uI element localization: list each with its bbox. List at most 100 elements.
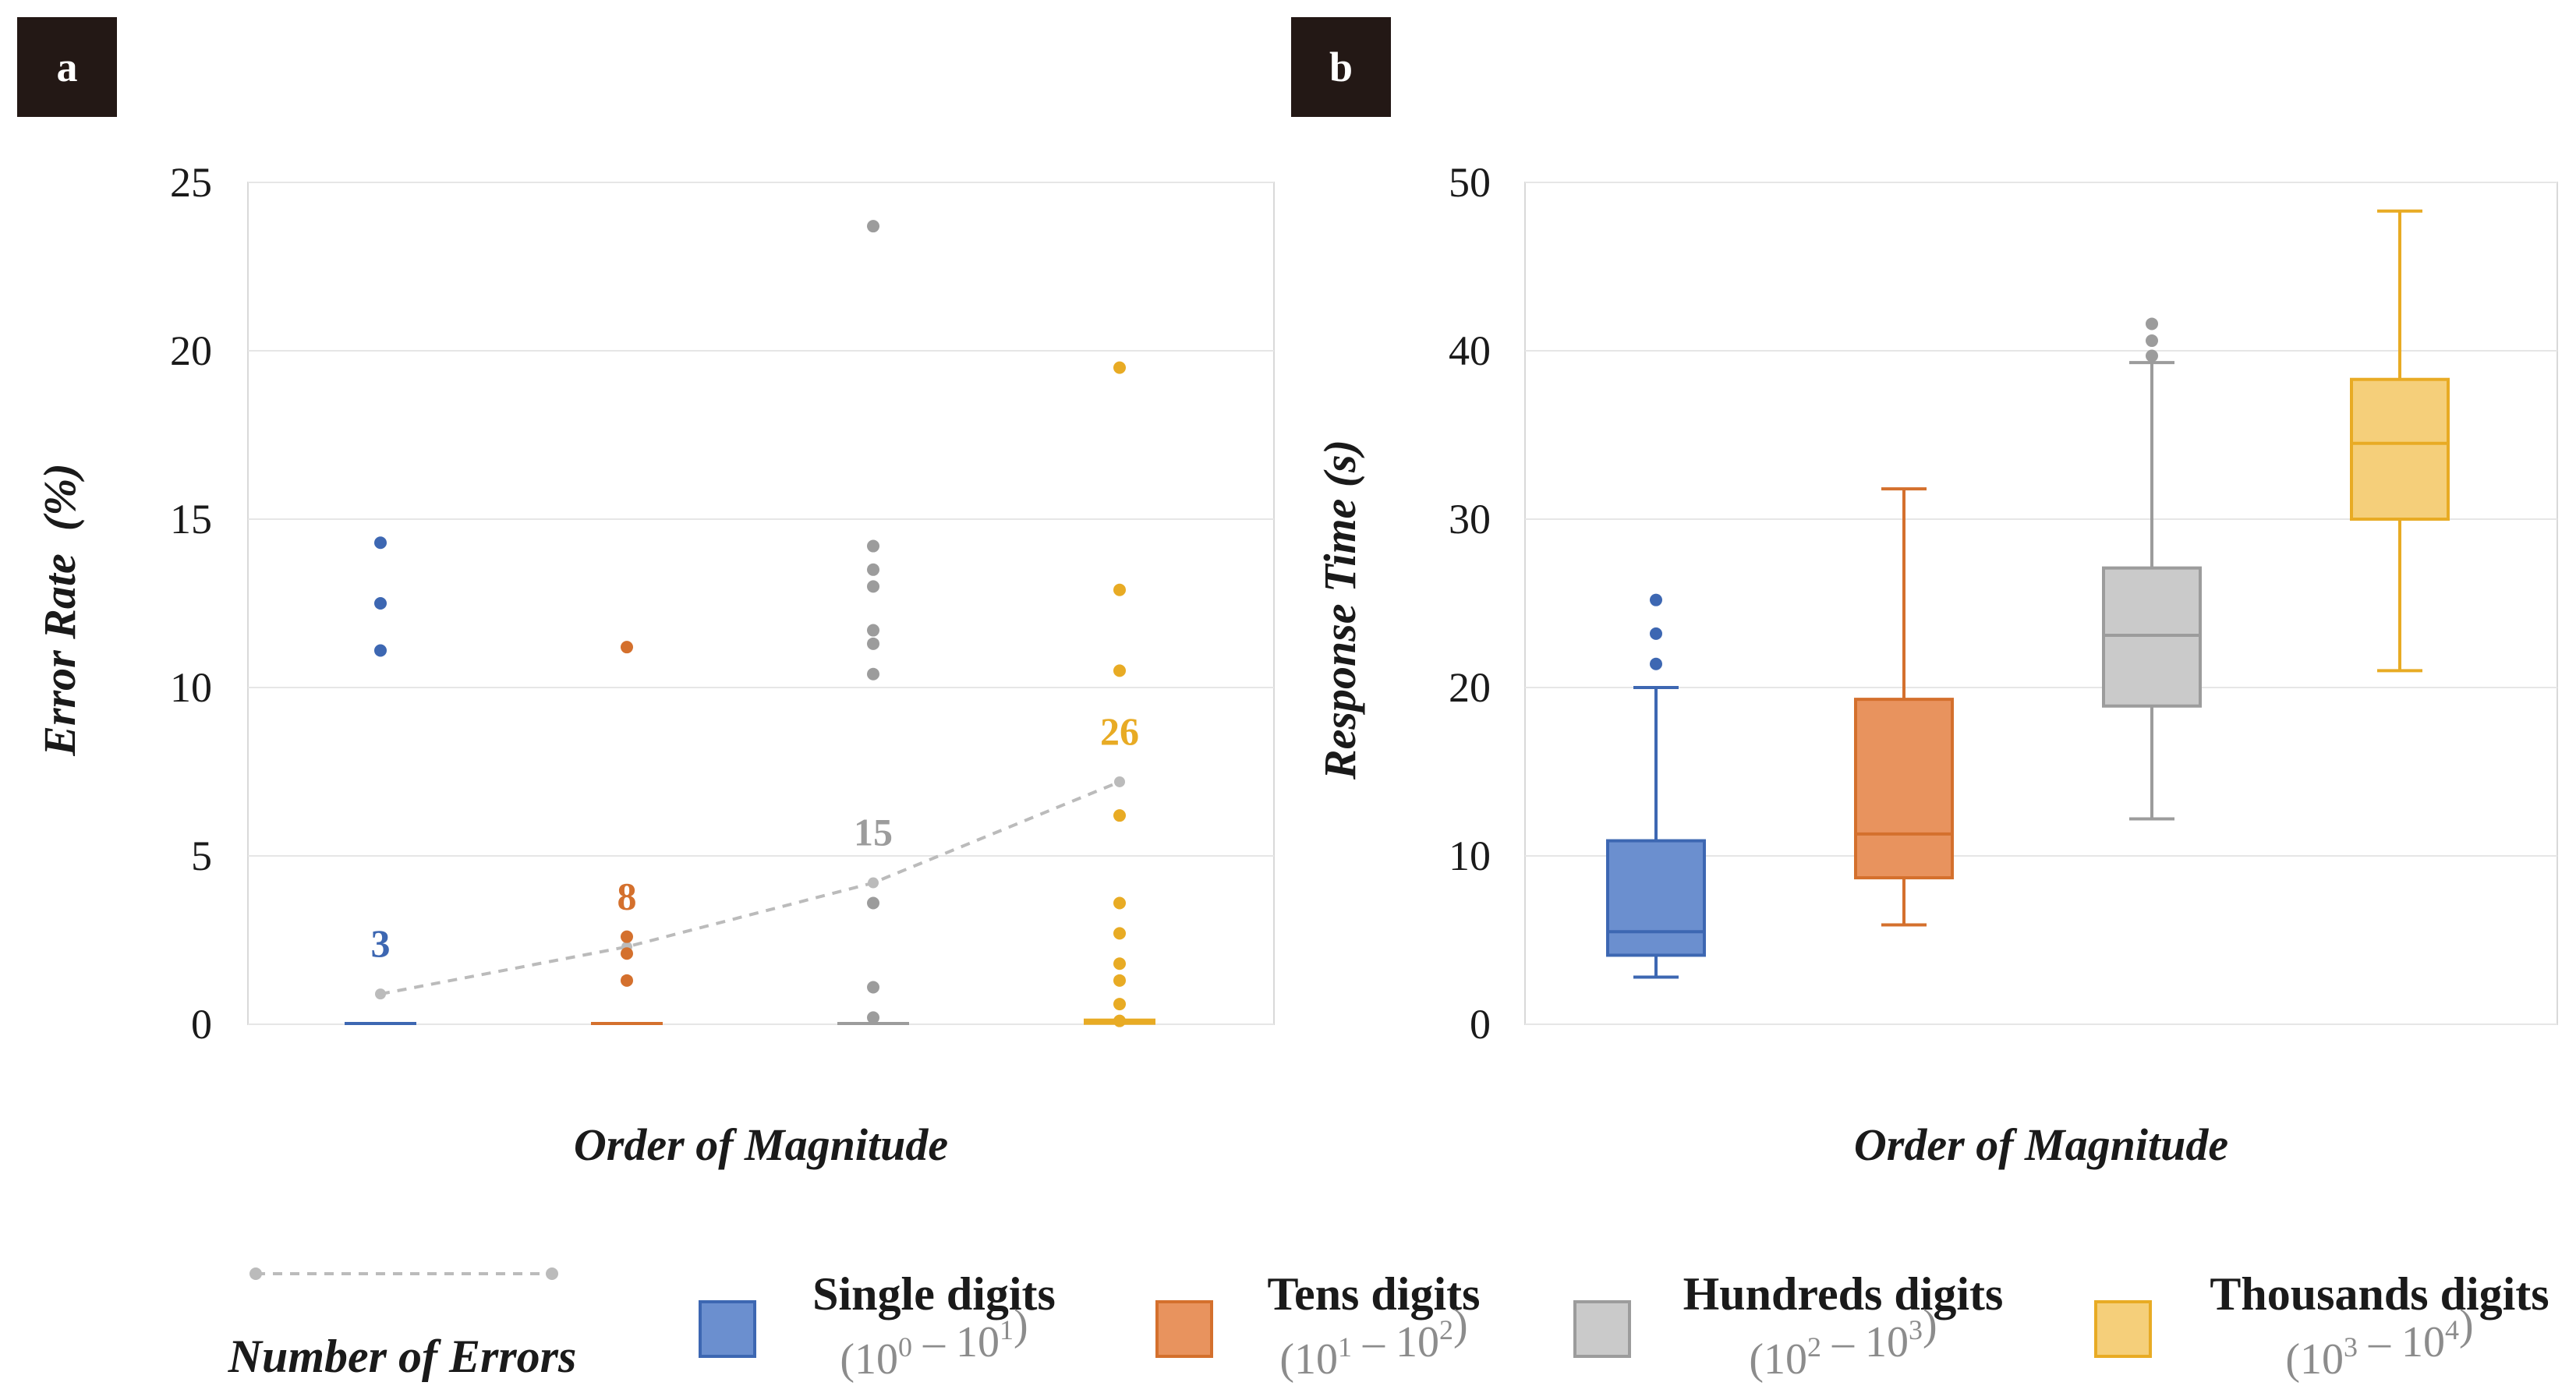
- panel-b-badge: b: [1291, 17, 1391, 117]
- panel-a-outlier-point: [867, 539, 879, 553]
- legend-name-tens: Tens digits: [1268, 1268, 1481, 1320]
- legend-swatch-tens: [1155, 1300, 1213, 1358]
- panel-a-chart: 0 5 10 15 20 25 3 8 15 26 Error Rate (%) Order o…: [34, 159, 1275, 1170]
- panel-a-marks: [345, 220, 1155, 1027]
- legend-range-range-base2: 10: [1396, 1318, 1439, 1366]
- panel-a-outlier-point: [1113, 896, 1126, 910]
- panel-b-box: [2102, 566, 2202, 708]
- panel-a-outlier-point: [867, 896, 879, 910]
- panel-b-y-tick-label: 10: [1449, 833, 1491, 879]
- legend-range-range-exp1: 3: [2344, 1331, 2358, 1363]
- panel-b-outlier-point: [1650, 627, 1662, 640]
- legend-range-paren: (: [840, 1335, 855, 1384]
- panel-a-error-count-label: 3: [371, 921, 391, 965]
- panel-a-outlier-point: [867, 563, 879, 576]
- panel-b-outlier-point: [1650, 657, 1662, 670]
- panel-a-outlier-point: [621, 930, 633, 943]
- panel-a-outlier-point: [1113, 974, 1126, 987]
- panel-a-y-tick-label: 10: [170, 664, 212, 711]
- panel-a-badge: a: [17, 17, 117, 117]
- panel-a-errors-polyline: [380, 780, 1120, 996]
- legend-name-single: Single digits: [812, 1268, 1056, 1320]
- panel-a-median-bar: [591, 1022, 663, 1025]
- panel-b-box: [1854, 698, 1954, 880]
- legend-item-thousands: Thousands digits(103 – 104): [2094, 1268, 2549, 1384]
- panel-a-y-tick-label: 15: [170, 496, 212, 543]
- panel-a-outlier-point: [867, 667, 879, 681]
- panel-a-y-tick-label: 25: [170, 159, 212, 206]
- legend-range-paren: (: [1749, 1335, 1764, 1384]
- panel-b-y-tick-label: 0: [1470, 1001, 1491, 1048]
- legend-name-thousands: Thousands digits: [2210, 1268, 2549, 1320]
- panel-a-outlier-point: [867, 637, 879, 650]
- panel-b-y-ticks: 0 10 20 30 40 50: [1449, 159, 1491, 1048]
- panel-a-y-tick-label: 5: [191, 833, 212, 879]
- legend-items: Single digits(100 – 101)Tens digits(101 …: [699, 1268, 2549, 1384]
- legend-errors-line-dot-right: [546, 1267, 558, 1280]
- panel-a-outlier-point: [867, 981, 879, 994]
- panel-a-outlier-point: [1113, 957, 1126, 970]
- panel-a-y-ticks: 0 5 10 15 20 25: [170, 159, 212, 1048]
- legend-range-range-exp2: 1: [1000, 1314, 1014, 1345]
- panel-a-badge-box: [17, 17, 117, 117]
- legend-range-range-base2: 10: [2401, 1318, 2445, 1366]
- legend-range-hundreds: (102 – 103): [1749, 1301, 1937, 1384]
- panel-a-errors-point: [375, 988, 386, 1000]
- legend-range-range-exp1: 1: [1338, 1331, 1352, 1363]
- panel-b-y-axis-title: Response Time (s): [1315, 440, 1365, 780]
- panel-a-error-count-label: 8: [617, 875, 637, 918]
- panel-b-y-tick-label: 50: [1449, 159, 1491, 206]
- panel-a-error-count-label: 15: [854, 811, 893, 854]
- panel-a-errors-point: [1114, 776, 1125, 787]
- panel-b-badge-box: [1291, 17, 1391, 117]
- panel-b-outlier-point: [1650, 593, 1662, 606]
- legend-range-range-exp1: 0: [898, 1331, 912, 1363]
- legend-range-paren: ): [1923, 1301, 1937, 1349]
- panel-a-outlier-point: [374, 597, 387, 610]
- panel-a-outlier-point: [621, 947, 633, 960]
- panel-a-outlier-point: [1113, 361, 1126, 374]
- legend-range-paren: ): [2459, 1301, 2474, 1349]
- legend-range-range-base2: 10: [956, 1318, 1000, 1366]
- panel-a-y-tick-label: 0: [191, 1001, 212, 1048]
- panel-a-y-axis-title: Error Rate (%): [34, 463, 85, 756]
- panel-a-errors-line: [375, 776, 1125, 1000]
- legend-range-range-sep: –: [1821, 1318, 1865, 1366]
- legend-range-range-base2: 10: [1865, 1318, 1909, 1366]
- panel-b-outlier-point: [2146, 317, 2158, 331]
- panel-a-error-count-label: 26: [1100, 709, 1139, 753]
- panel-a-y-tick-label: 20: [170, 327, 212, 374]
- legend-range-range-base1: 10: [855, 1335, 898, 1384]
- panel-a-outlier-point: [867, 1011, 879, 1024]
- legend-swatch-thousands: [2094, 1300, 2152, 1358]
- legend-name-hundreds: Hundreds digits: [1683, 1268, 2004, 1320]
- panel-a-outlier-point: [1113, 1014, 1126, 1027]
- panel-a-letter: a: [57, 44, 78, 90]
- panel-b-letter: b: [1329, 44, 1353, 90]
- legend-errors-line-label: Number of Errors: [228, 1331, 577, 1382]
- panel-a-count-labels: 3 8 15 26: [371, 709, 1140, 965]
- panel-b-y-tick-label: 30: [1449, 496, 1491, 543]
- legend-range-range-base1: 10: [1294, 1335, 1338, 1384]
- legend-item-hundreds: Hundreds digits(102 – 103): [1573, 1268, 2004, 1384]
- panel-a-errors-point: [868, 877, 879, 889]
- panel-a-outlier-point: [1113, 927, 1126, 940]
- panel-a-outlier-point: [1113, 809, 1126, 822]
- panel-a-outlier-point: [621, 641, 633, 654]
- panel-b-y-tick-label: 40: [1449, 327, 1491, 374]
- legend-range-range-exp2: 2: [1439, 1314, 1453, 1345]
- panel-b-y-tick-label: 20: [1449, 664, 1491, 711]
- panel-b-outlier-point: [2146, 349, 2158, 362]
- panel-b-outlier-point: [2146, 334, 2158, 348]
- legend-range-range-exp1: 2: [1807, 1331, 1821, 1363]
- panel-a-gridlines: [248, 182, 1274, 1025]
- legend-swatch-single: [699, 1300, 756, 1358]
- legend-range-range-sep: –: [912, 1318, 956, 1366]
- legend-range-range-exp2: 3: [1909, 1314, 1923, 1345]
- panel-b-x-axis-title: Order of Magnitude: [1854, 1119, 2228, 1170]
- legend: Number of Errors Single digits(100 – 101…: [228, 1267, 2549, 1384]
- panel-b-marks: [1606, 209, 2450, 979]
- panel-a-outlier-point: [374, 536, 387, 550]
- legend-range-range-sep: –: [2358, 1318, 2401, 1366]
